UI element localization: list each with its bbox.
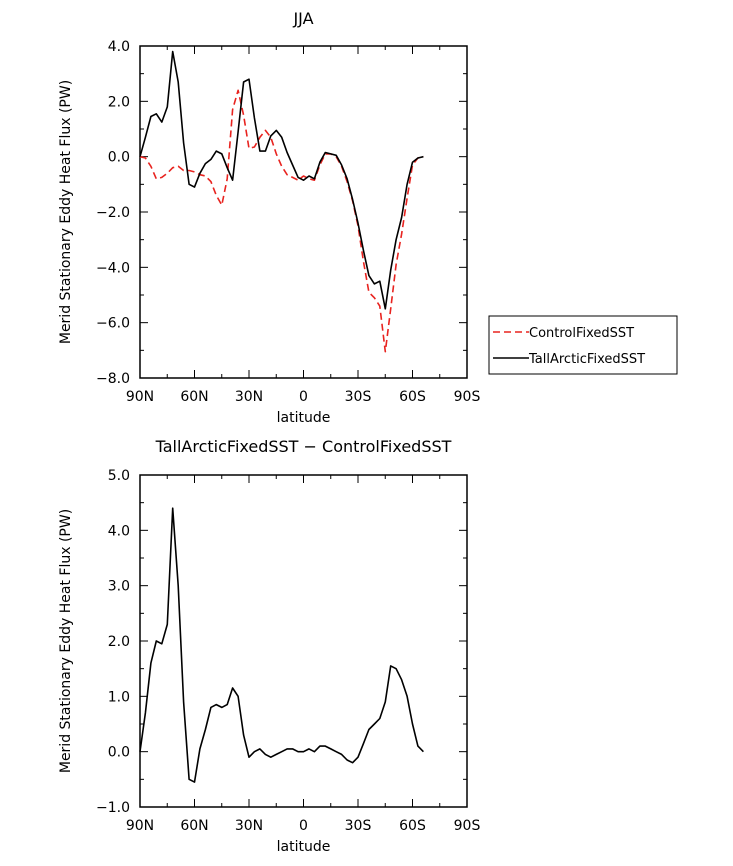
y-tick-label: 4.0 [108,523,130,539]
y-tick-label: 2.0 [108,634,130,650]
x-tick-label: 0 [299,818,308,834]
chart-top: JJA 90N 60N 30N 0 30S 60S 90S −8.0 −6.0 −4.0 −2.0 0… [58,9,678,426]
x-tick-label: 90S [454,389,481,405]
y-tick-label: −8.0 [96,371,130,387]
chart-bottom-x-axis-title: latitude [277,839,331,855]
y-tick-label: −6.0 [96,316,130,332]
chart-bottom-series [139,507,424,783]
chart-top-title: JJA [292,9,313,28]
legend-label: ControlFixedSST [529,326,634,341]
x-tick-label: 90N [126,389,154,405]
chart-top-x-axis-title: latitude [277,410,331,426]
x-tick-label: 90S [454,818,481,834]
chart-top-plot-frame [139,45,468,379]
legend-label: TallArcticFixedSST [528,352,645,367]
chart-top-ticks: 90N 60N 30N 0 30S 60S 90S −8.0 −6.0 −4.0 −2.0 0.0 2.… [96,39,480,405]
y-tick-label: 5.0 [108,468,130,484]
y-tick-label: 1.0 [108,689,130,705]
x-tick-label: 0 [299,389,308,405]
y-tick-label: 0.0 [108,150,130,166]
x-tick-label: 30N [235,818,263,834]
x-tick-label: 30S [345,389,372,405]
y-tick-label: 4.0 [108,39,130,55]
x-tick-label: 30S [345,818,372,834]
y-tick-label: −2.0 [96,205,130,221]
y-tick-label: −1.0 [96,800,130,816]
y-tick-label: 2.0 [108,94,130,110]
chart-top-legend: ControlFixedSST TallArcticFixedSST [488,315,678,375]
chart-bottom-y-axis-title: Merid Stationary Eddy Heat Flux (PW) [58,509,74,773]
x-tick-label: 60N [180,389,208,405]
x-tick-label: 60N [180,818,208,834]
series-line-difference [139,507,424,783]
chart-bottom-title: TallArcticFixedSST − ControlFixedSST [155,437,452,456]
x-tick-label: 60S [399,818,426,834]
y-tick-label: −4.0 [96,260,130,276]
chart-top-y-axis-title: Merid Stationary Eddy Heat Flux (PW) [58,80,74,344]
y-tick-label: 0.0 [108,745,130,761]
chart-bottom: TallArcticFixedSST − ControlFixedSST 90N… [58,437,480,855]
y-tick-label: 3.0 [108,579,130,595]
legend-box [488,315,678,375]
x-tick-label: 90N [126,818,154,834]
x-tick-label: 60S [399,389,426,405]
chart-bottom-plot-frame [139,474,468,808]
chart-bottom-ticks: 90N 60N 30N 0 30S 60S 90S −1.0 0.0 1.0 2.0 3.0 4.0 5.… [96,468,480,834]
x-tick-label: 30N [235,389,263,405]
chart-top-series [139,50,424,353]
series-line-tallarcticfixedsst [139,50,424,310]
